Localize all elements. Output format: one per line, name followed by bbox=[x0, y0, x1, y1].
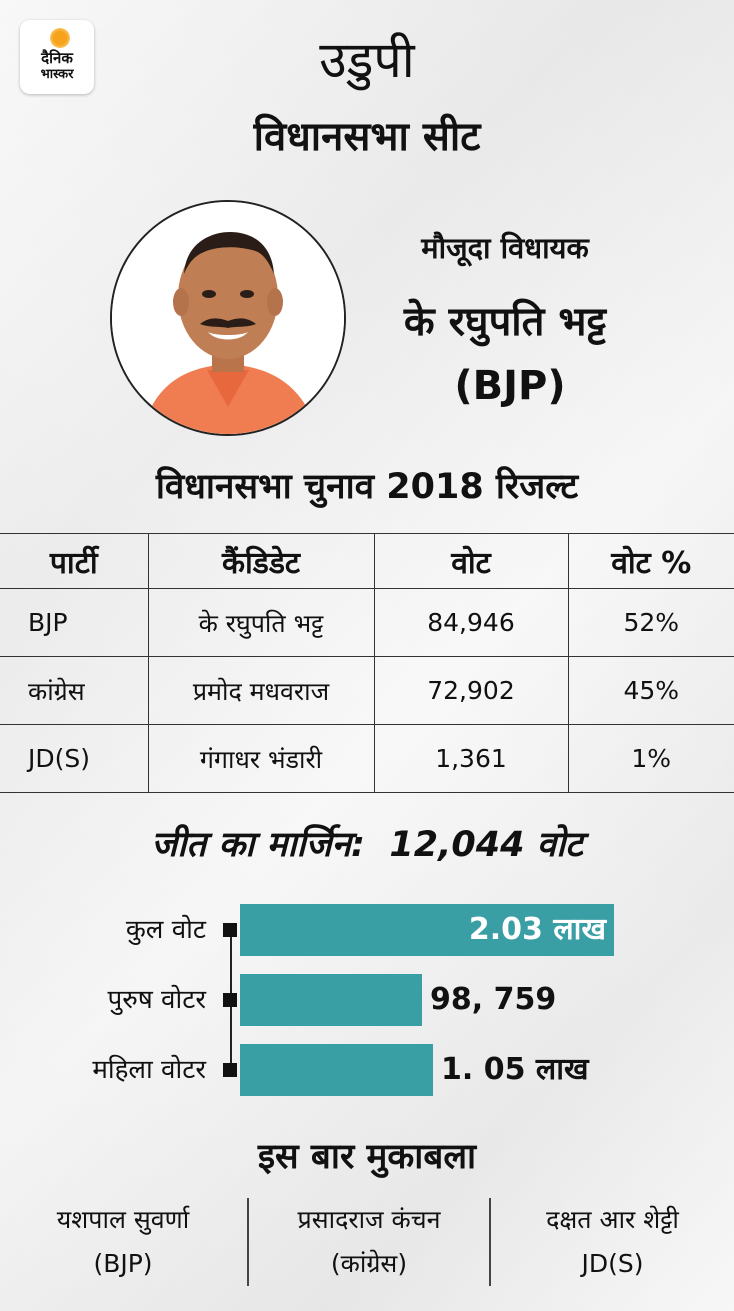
current-mla-name: के रघुपति भट्ट bbox=[403, 299, 607, 345]
bar-label-male: पुरुष वोटर bbox=[107, 985, 206, 1015]
table-row: JD(S) गंगाधर भंडारी 1,361 1% bbox=[0, 724, 734, 793]
person-portrait-icon bbox=[112, 202, 344, 434]
header-party: पार्टी bbox=[0, 533, 149, 589]
cell-vote-percent: 45% bbox=[567, 656, 734, 725]
bar-label-female: महिला वोटर bbox=[92, 1055, 206, 1085]
seat-subtitle: विधानसभा सीट bbox=[253, 114, 481, 160]
column-divider bbox=[247, 1198, 249, 1286]
header-candidate: कैंडिडेट bbox=[147, 533, 375, 589]
cell-vote-percent: 1% bbox=[567, 724, 734, 793]
table-header-row: पार्टी कैंडिडेट वोट वोट % bbox=[0, 533, 734, 589]
bar-total-votes: 2.03 लाख bbox=[240, 904, 614, 956]
candidate-name: दक्षत आर शेट्टी bbox=[546, 1205, 679, 1234]
cell-candidate: प्रमोद मधवराज bbox=[147, 656, 375, 725]
cell-votes: 1,361 bbox=[373, 724, 569, 793]
sun-icon bbox=[50, 28, 70, 48]
results-table: पार्टी कैंडिडेट वोट वोट % BJP के रघुपति … bbox=[0, 533, 734, 793]
bar-female-voters bbox=[240, 1044, 433, 1096]
dainik-bhaskar-logo[interactable]: दैनिक भास्कर bbox=[20, 20, 94, 94]
bar-label-total: कुल वोट bbox=[125, 915, 206, 945]
table-row: BJP के रघुपति भट्ट 84,946 52% bbox=[0, 588, 734, 657]
cell-votes: 84,946 bbox=[373, 588, 569, 657]
logo-text-line2: भास्कर bbox=[40, 67, 74, 82]
contest-candidate: दक्षत आर शेट्टी JD(S) bbox=[491, 1198, 734, 1288]
bar-tick-marker bbox=[223, 1063, 237, 1077]
bar-tick-marker bbox=[223, 923, 237, 937]
cell-party: BJP bbox=[0, 588, 149, 657]
cell-votes: 72,902 bbox=[373, 656, 569, 725]
bar-row-male: पुरुष वोटर 98, 759 bbox=[0, 974, 734, 1026]
cell-vote-percent: 52% bbox=[567, 588, 734, 657]
results-title: विधानसभा चुनाव 2018 रिजल्ट bbox=[155, 467, 579, 507]
victory-margin: जीत का मार्जिन: 12,044 वोट bbox=[0, 820, 734, 870]
bar-row-female: महिला वोटर 1. 05 लाख bbox=[0, 1044, 734, 1096]
candidate-party: (BJP) bbox=[93, 1249, 153, 1278]
bar-value-total: 2.03 लाख bbox=[468, 912, 606, 947]
bar-value-male: 98, 759 bbox=[430, 982, 557, 1017]
margin-value: 12,044 वोट bbox=[389, 825, 583, 865]
contest-candidate: यशपाल सुवर्णा (BJP) bbox=[0, 1198, 246, 1288]
bar-male-voters bbox=[240, 974, 422, 1026]
mla-portrait bbox=[110, 200, 346, 436]
margin-label: जीत का मार्जिन: bbox=[151, 825, 365, 865]
bar-value-female: 1. 05 लाख bbox=[441, 1052, 589, 1087]
cell-candidate: के रघुपति भट्ट bbox=[147, 588, 375, 657]
cell-party: कांग्रेस bbox=[0, 656, 149, 725]
bar-tick-marker bbox=[223, 993, 237, 1007]
cell-party: JD(S) bbox=[0, 724, 149, 793]
candidate-name: प्रसादराज कंचन bbox=[297, 1205, 441, 1234]
candidate-party: (कांग्रेस) bbox=[330, 1249, 408, 1278]
contest-candidates: यशपाल सुवर्णा (BJP) प्रसादराज कंचन (कांग… bbox=[0, 1198, 734, 1288]
header-vote-percent: वोट % bbox=[567, 533, 734, 589]
contest-candidate: प्रसादराज कंचन (कांग्रेस) bbox=[249, 1198, 489, 1288]
current-mla-party: (BJP) bbox=[454, 363, 566, 409]
table-row: कांग्रेस प्रमोद मधवराज 72,902 45% bbox=[0, 656, 734, 725]
candidate-party: JD(S) bbox=[581, 1249, 644, 1278]
current-mla-label: मौजूदा विधायक bbox=[421, 231, 589, 265]
cell-candidate: गंगाधर भंडारी bbox=[147, 724, 375, 793]
contest-title: इस बार मुकाबला bbox=[257, 1137, 477, 1177]
candidate-name: यशपाल सुवर्णा bbox=[56, 1205, 190, 1234]
logo-text-line1: दैनिक bbox=[41, 49, 73, 67]
column-divider bbox=[489, 1198, 491, 1286]
city-title: उडुपी bbox=[319, 31, 415, 89]
header-votes: वोट bbox=[373, 533, 569, 589]
bar-row-total: कुल वोट 2.03 लाख bbox=[0, 904, 734, 956]
